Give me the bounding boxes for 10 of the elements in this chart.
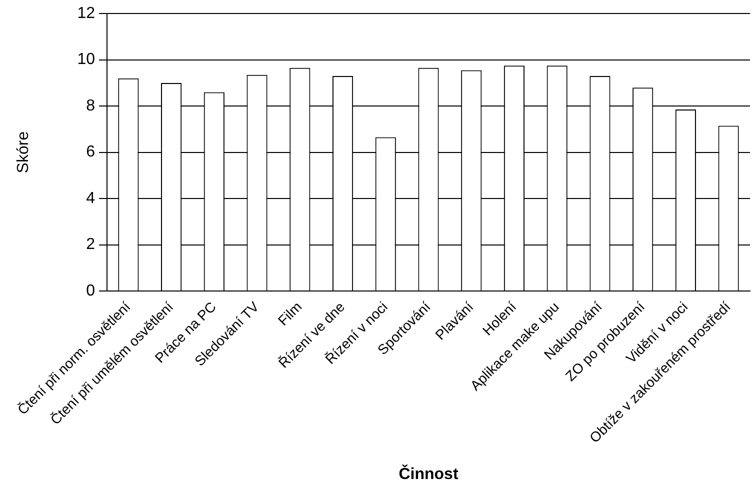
y-tick-label: 2 [86,236,96,254]
x-axis-title: Činnost [398,464,459,483]
y-tick-label: 4 [86,190,96,207]
y-tick-label: 8 [86,97,96,114]
y-tick-label: 10 [77,51,96,68]
y-tick-label: 12 [77,5,96,22]
y-axis-title: Skóre [15,131,32,174]
y-tick-label: 0 [86,282,96,300]
y-tick-label: 6 [86,144,96,161]
x-tick-label: Film [274,298,305,328]
